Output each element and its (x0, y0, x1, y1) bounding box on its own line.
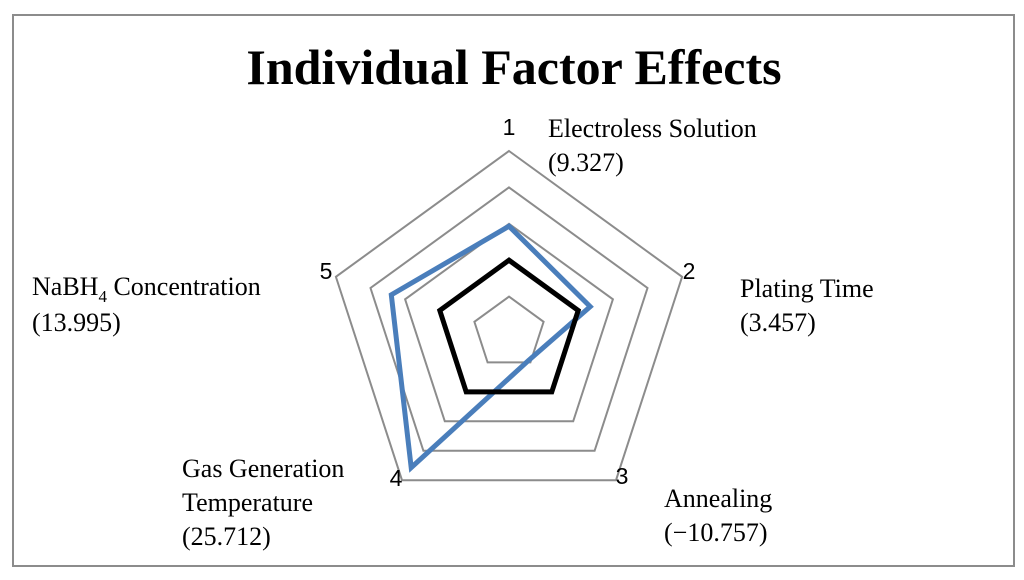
axis-number-1: 1 (503, 114, 516, 140)
grid-ring-30 (334, 149, 684, 482)
radar-series (388, 223, 594, 473)
factor-value-3: (−10.757) (664, 518, 767, 547)
factor-label-4-line2: Temperature (182, 488, 313, 517)
grid-ring-20 (369, 186, 649, 452)
series-baseline (436, 257, 582, 395)
grid-ring--10 (473, 295, 545, 364)
factor-label-5-rest: Concentration (107, 272, 261, 301)
factor-label-4-line1: Gas Generation (182, 454, 344, 483)
chart-title: Individual Factor Effects (246, 39, 781, 95)
factor-value-2: (3.457) (740, 308, 816, 337)
series-factor-effects (388, 223, 594, 473)
grid-ring-10 (403, 222, 615, 423)
radar-grid (334, 149, 684, 482)
axis-number-3: 3 (616, 463, 629, 489)
factor-value-4: (25.712) (182, 522, 271, 551)
factor-label-2: Plating Time (740, 274, 874, 303)
axis-number-2: 2 (683, 258, 696, 284)
factor-value-5: (13.995) (32, 308, 121, 337)
axis-number-4: 4 (390, 465, 403, 491)
factor-label-3: Annealing (664, 484, 772, 513)
factor-label-1: Electroless Solution (548, 114, 757, 143)
factor-label-5-subscript: 4 (98, 287, 107, 306)
axis-number-5: 5 (320, 258, 333, 284)
factor-label-5: NaBH4 Concentration (32, 272, 261, 306)
factor-label-5-main: NaBH (32, 272, 99, 301)
factor-value-1: (9.327) (548, 148, 624, 177)
chart-frame (12, 14, 1015, 567)
